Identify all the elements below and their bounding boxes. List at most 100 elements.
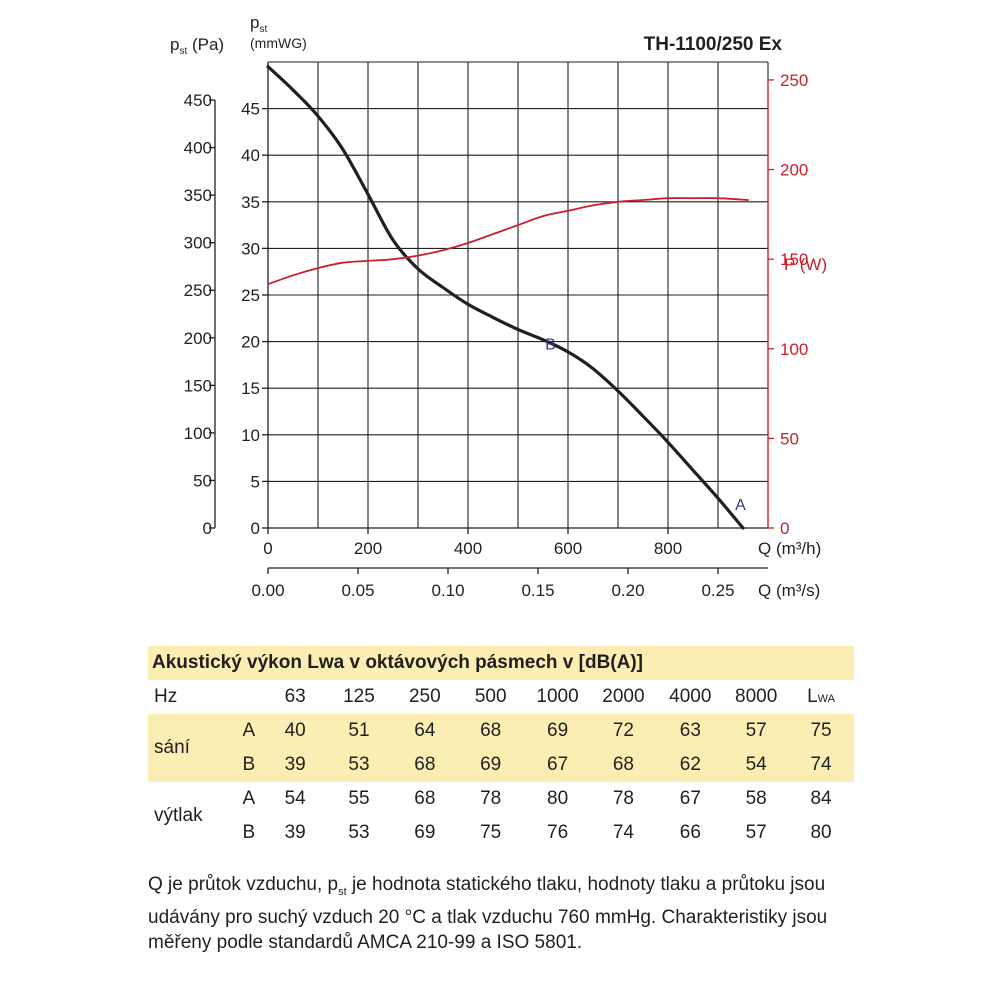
acoustic-value: 66: [679, 822, 701, 843]
acoustic-value: 54: [284, 788, 306, 809]
acoustic-value: 54: [724, 748, 789, 782]
acoustic-value: 63: [656, 714, 725, 748]
power-tick-label: 250: [780, 71, 808, 90]
mmwg-tick-label: 25: [241, 286, 260, 305]
acoustic-value: 72: [590, 714, 657, 748]
m3h-tick-label: 600: [554, 539, 582, 558]
hz-label: Hz: [154, 686, 178, 707]
point-label-a: A: [735, 497, 746, 514]
mmwg-tick-label: 5: [251, 472, 260, 491]
frequency-header: 63: [284, 686, 306, 707]
group-label: sání: [148, 714, 233, 782]
pa-tick-label: 300: [184, 234, 212, 253]
acoustic-table-title: Akustický výkon Lwa v oktávových pásmech…: [148, 646, 854, 680]
acoustic-value: 68: [456, 714, 525, 748]
pa-tick-label: 250: [184, 281, 212, 300]
pressure-curve: [266, 65, 745, 530]
acoustic-value: 64: [392, 714, 457, 748]
frequency-header: 500: [474, 686, 507, 707]
acoustic-header-row: Hz 63 125 250 500 1000 2000 4000 8000 LWA: [148, 680, 854, 714]
footnote-part2: je hodnota statického tlaku, hodnoty tla…: [148, 874, 828, 953]
frequency-header: 8000: [735, 686, 778, 707]
m3s-tick-label: 0.15: [521, 581, 554, 600]
acoustic-value: 68: [414, 788, 436, 809]
pa-tick-label: 200: [184, 329, 212, 348]
footnote-part1: Q je průtok vzduchu, p: [148, 874, 339, 895]
chart-series: [266, 65, 749, 530]
lwa-letter: L: [807, 686, 818, 707]
m3h-tick-label: 0: [263, 539, 272, 558]
mmwg-tick-label: 10: [241, 426, 260, 445]
m3s-tick-label: 0.20: [611, 581, 644, 600]
mmwg-tick-label: 20: [241, 333, 260, 352]
m3h-tick-label: 800: [654, 539, 682, 558]
pa-tick-label: 50: [193, 471, 212, 490]
power-tick-label: 50: [780, 429, 799, 448]
m3s-tick-label: 0.00: [251, 581, 284, 600]
power-tick-label: 200: [780, 161, 808, 180]
acoustic-value: 84: [810, 788, 832, 809]
acoustic-power-table: Akustický výkon Lwa v oktávových pásmech…: [148, 646, 854, 850]
point-label-b: B: [545, 336, 556, 353]
chart-grid: [268, 61, 769, 528]
acoustic-row: sání A 40 51 64 68 69 72 63 57 75: [148, 714, 854, 782]
x-label-m3h: Q (m³/h): [758, 539, 821, 558]
acoustic-value: 67: [524, 748, 591, 782]
frequency-header: 250: [408, 686, 441, 707]
row-label: A: [232, 714, 266, 748]
group-label: výtlak: [154, 805, 203, 826]
power-curve: [267, 197, 749, 286]
m3h-tick-label: 400: [454, 539, 482, 558]
pa-tick-label: 400: [184, 139, 212, 158]
frequency-header: 4000: [669, 686, 712, 707]
acoustic-value: 69: [456, 748, 525, 782]
y-label-mmwg: pst: [250, 13, 267, 35]
acoustic-value: 39: [265, 748, 325, 782]
acoustic-row: výtlak A 54 55 68 78 80 78 67 58 84: [148, 782, 854, 826]
power-tick-label: 0: [780, 519, 789, 538]
frequency-header: 125: [343, 686, 375, 707]
lwa-subscript: WA: [817, 693, 835, 705]
mmwg-tick-label: 40: [241, 146, 260, 165]
y-label-pa: pst (Pa): [170, 35, 224, 57]
pa-tick-label: 100: [184, 424, 212, 443]
acoustic-value: 74: [788, 748, 854, 782]
acoustic-value: 40: [265, 714, 325, 748]
acoustic-value: 39: [284, 822, 306, 843]
acoustic-value: 62: [656, 748, 725, 782]
acoustic-value: 53: [325, 748, 393, 782]
mmwg-tick-label: 45: [241, 100, 260, 119]
pa-tick-label: 0: [203, 519, 212, 538]
footnote: Q je průtok vzduchu, pst je hodnota stat…: [148, 872, 848, 955]
acoustic-value: 57: [745, 822, 767, 843]
lwa-header: LWA: [788, 680, 854, 714]
mmwg-tick-label: 30: [241, 239, 260, 258]
chart-axes: [214, 62, 769, 569]
acoustic-value: 80: [810, 822, 832, 843]
acoustic-value: 55: [348, 788, 370, 809]
acoustic-row: B 39 53 69 75 76 74 66 57 80: [148, 816, 854, 850]
chart-ticks: 0501001502002503003504004500510152025303…: [184, 71, 809, 600]
acoustic-value: 68: [590, 748, 657, 782]
acoustic-value: 75: [480, 822, 502, 843]
row-label: B: [242, 822, 256, 843]
chart-title: TH-1100/250 Ex: [644, 34, 783, 55]
pa-tick-label: 150: [184, 376, 212, 395]
acoustic-value: 75: [788, 714, 854, 748]
power-tick-label: 100: [780, 340, 808, 359]
pa-tick-label: 450: [184, 91, 212, 110]
y-label-power: P (W): [784, 255, 827, 274]
mmwg-tick-label: 15: [241, 379, 260, 398]
x-label-m3s: Q (m³/s): [758, 581, 820, 600]
acoustic-value: 78: [480, 788, 502, 809]
acoustic-value: 67: [679, 788, 701, 809]
frequency-header: 1000: [536, 686, 579, 707]
acoustic-value: 57: [724, 714, 789, 748]
row-label: A: [242, 788, 256, 809]
chart-labels: B A TH-1100/250 Ex pst (Pa) pst(mmWG) P (W) Q …: [170, 13, 827, 600]
acoustic-value: 68: [392, 748, 457, 782]
acoustic-value: 53: [348, 822, 370, 843]
fan-performance-chart: 0501001502002503003504004500510152025303…: [170, 13, 827, 600]
acoustic-value: 76: [547, 822, 569, 843]
acoustic-value: 80: [547, 788, 569, 809]
